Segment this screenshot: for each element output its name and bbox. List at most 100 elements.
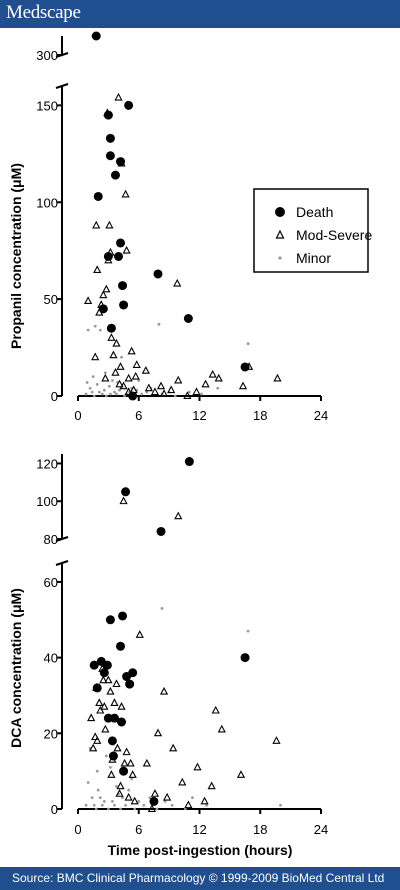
point-minor: [90, 390, 94, 394]
y-tick-label: 300: [36, 48, 58, 63]
point-mod-severe: [208, 369, 217, 378]
legend: Death Mod-Severe Minor: [253, 188, 372, 273]
point-death: [125, 679, 135, 689]
point-mod-severe: [110, 698, 119, 706]
point-death: [240, 362, 250, 372]
x-tick-label: 6: [135, 822, 142, 837]
point-minor: [205, 803, 208, 807]
point-minor: [123, 394, 126, 398]
point-minor: [216, 386, 220, 390]
y-tick-label: 150: [36, 98, 58, 113]
point-mod-severe: [236, 770, 246, 778]
point-mod-severe: [122, 747, 131, 756]
point-minor: [200, 392, 203, 396]
point-death: [119, 766, 129, 776]
point-mod-severe: [192, 387, 201, 396]
point-minor: [130, 777, 134, 781]
point-mod-severe: [109, 350, 118, 359]
y-tick-label: 50: [44, 292, 58, 307]
point-death: [103, 110, 113, 120]
x-tick-label: 0: [74, 408, 81, 423]
axis-break-mark: [55, 83, 69, 89]
point-minor: [90, 796, 94, 800]
point-minor: [246, 342, 250, 346]
point-mod-severe: [113, 743, 122, 752]
point-minor: [137, 800, 141, 803]
point-mod-severe: [96, 705, 105, 714]
point-mod-severe: [173, 278, 182, 287]
y-tick-label: 120: [36, 456, 58, 471]
point-mod-severe: [162, 792, 172, 801]
point-minor: [246, 629, 250, 633]
point-minor: [102, 388, 106, 392]
point-mod-severe: [132, 360, 141, 368]
point-minor: [97, 390, 101, 394]
point-minor: [127, 788, 131, 792]
point-mod-severe: [150, 789, 160, 797]
point-mod-severe: [84, 296, 93, 305]
point-mod-severe: [112, 679, 121, 688]
point-mod-severe: [101, 724, 110, 733]
point-minor: [94, 807, 98, 811]
point-mod-severe: [116, 362, 125, 370]
legend-marker-minor: [278, 256, 282, 260]
x-tick-label: 24: [314, 408, 328, 423]
point-minor: [173, 394, 177, 398]
point-mod-severe: [178, 777, 187, 786]
point-mod-severe: [116, 781, 125, 790]
point-mod-severe: [167, 385, 176, 394]
point-mod-severe: [93, 736, 102, 744]
point-mod-severe: [207, 781, 216, 790]
point-death: [118, 611, 128, 621]
point-death: [183, 314, 193, 323]
point-mod-severe: [174, 375, 183, 384]
y-tick-label: 0: [51, 802, 58, 817]
axis-break-mark: [55, 560, 69, 566]
point-mod-severe: [114, 92, 123, 101]
point-death: [105, 133, 115, 143]
y-tick-label: 100: [36, 494, 58, 509]
point-mod-severe: [89, 743, 98, 752]
point-mod-severe: [91, 732, 100, 741]
x-tick-label: 18: [253, 822, 267, 837]
x-axis-label: Time post-ingestion (hours): [108, 842, 293, 858]
point-mod-severe: [101, 373, 110, 382]
point-minor: [119, 807, 122, 811]
point-minor: [111, 379, 114, 382]
point-mod-severe: [111, 367, 120, 376]
point-minor: [279, 803, 282, 807]
point-mod-severe: [107, 770, 116, 778]
point-death: [91, 31, 101, 41]
point-mod-severe: [193, 762, 202, 771]
point-death: [117, 717, 127, 727]
point-minor: [104, 394, 108, 398]
point-mod-severe: [150, 387, 160, 396]
point-mod-severe: [135, 630, 144, 638]
point-minor: [86, 328, 90, 332]
point-mod-severe: [122, 245, 131, 254]
point-minor: [92, 803, 96, 807]
point-minor: [155, 807, 159, 811]
point-minor: [100, 803, 104, 807]
point-minor: [142, 803, 146, 807]
legend-label-minor: Minor: [296, 250, 331, 266]
legend-label-mod-severe: Mod-Severe: [296, 227, 372, 243]
point-mod-severe: [156, 381, 166, 390]
point-minor: [95, 382, 99, 386]
point-minor: [107, 384, 111, 388]
y-tick-label: 20: [44, 726, 58, 741]
point-death: [128, 391, 138, 401]
point-death: [108, 751, 118, 761]
point-death: [153, 269, 163, 279]
point-mod-severe: [105, 220, 114, 229]
source-credit: Source: BMC Clinical Pharmacology © 1999…: [12, 871, 385, 885]
point-minor: [160, 607, 164, 610]
point-mod-severe: [121, 189, 130, 198]
point-mod-severe: [183, 391, 192, 399]
point-minor: [96, 788, 100, 792]
point-minor: [84, 392, 88, 396]
point-minor: [115, 784, 118, 788]
point-mod-severe: [112, 338, 121, 347]
point-mod-severe: [100, 702, 109, 710]
panel-1: 0 50 100 150 300 Propanil concentration (μM) 0…: [8, 31, 328, 423]
